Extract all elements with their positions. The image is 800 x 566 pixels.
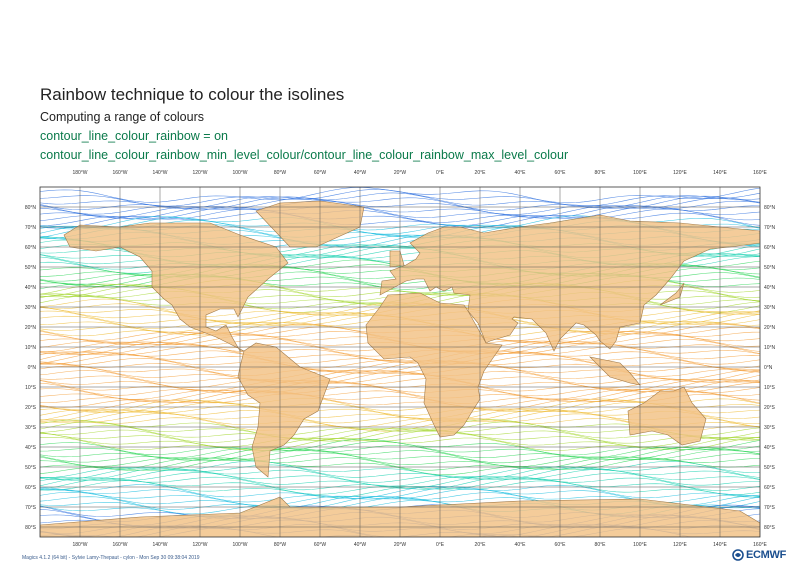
latitude-label-left: 40°S	[25, 445, 37, 451]
longitude-label: 40°E	[515, 170, 527, 176]
longitude-label: 100°E	[633, 170, 647, 176]
longitude-label: 140°W	[152, 170, 167, 176]
longitude-label: 20°E	[475, 542, 487, 548]
longitude-label: 180°W	[72, 542, 87, 548]
longitude-label: 80°W	[274, 542, 287, 548]
latitude-label-right: 40°N	[764, 285, 776, 291]
latitude-label-left: 40°N	[25, 285, 37, 291]
latitude-label-right: 10°N	[764, 345, 776, 351]
latitude-label-right: 0°N	[764, 365, 773, 371]
latitude-label-left: 60°S	[25, 485, 37, 491]
latitude-label-right: 70°S	[764, 505, 776, 511]
latitude-label-right: 10°S	[764, 385, 776, 391]
latitude-label-left: 80°N	[25, 205, 37, 211]
latitude-label-left: 60°N	[25, 245, 37, 251]
latitude-label-left: 80°S	[25, 525, 37, 531]
latitude-label-right: 30°S	[764, 425, 776, 431]
footer-caption: Magics 4.1.2 (64 bit) - Sylvie Lamy-Thep…	[22, 555, 200, 561]
longitude-label: 60°W	[314, 170, 327, 176]
longitude-label: 40°W	[354, 170, 367, 176]
latitude-label-right: 80°S	[764, 525, 776, 531]
latitude-label-left: 50°S	[25, 465, 37, 471]
latitude-label-left: 20°N	[25, 325, 37, 331]
longitude-label: 140°E	[713, 170, 727, 176]
latitude-label-left: 10°S	[25, 385, 37, 391]
latitude-label-right: 20°N	[764, 325, 776, 331]
longitude-label: 80°E	[595, 170, 607, 176]
ecmwf-logo-text: ECMWF	[745, 549, 786, 561]
map-title: Rainbow technique to colour the isolines	[40, 85, 345, 104]
latitude-label-left: 20°S	[25, 405, 37, 411]
longitude-label: 140°W	[152, 542, 167, 548]
latitude-label-left: 30°N	[25, 305, 37, 311]
longitude-label: 20°W	[394, 542, 407, 548]
longitude-label: 160°W	[112, 170, 127, 176]
latitude-label-right: 30°N	[764, 305, 776, 311]
latitude-label-right: 70°N	[764, 225, 776, 231]
label-layer: 180°W 180°W 160°W 160°W 140°W 140°W 120°W 120°W…	[25, 170, 776, 548]
longitude-label: 60°E	[555, 170, 567, 176]
parameter-line-1: contour_line_colour_rainbow = on	[40, 129, 228, 143]
longitude-label: 80°E	[595, 542, 607, 548]
latitude-label-right: 60°N	[764, 245, 776, 251]
longitude-label: 40°E	[515, 542, 527, 548]
longitude-label: 40°W	[354, 542, 367, 548]
longitude-label: 0°E	[436, 542, 445, 548]
longitude-label: 120°W	[192, 170, 207, 176]
grid-layer	[40, 187, 760, 537]
longitude-label: 100°W	[232, 542, 247, 548]
longitude-label: 180°W	[72, 170, 87, 176]
latitude-label-right: 50°N	[764, 265, 776, 271]
ecmwf-swirl-icon	[732, 549, 744, 561]
latitude-label-left: 50°N	[25, 265, 37, 271]
longitude-label: 120°W	[192, 542, 207, 548]
landmass	[237, 342, 331, 478]
latitude-label-left: 70°N	[25, 225, 37, 231]
longitude-label: 160°W	[112, 542, 127, 548]
latitude-label-right: 50°S	[764, 465, 776, 471]
longitude-label: 100°W	[232, 170, 247, 176]
longitude-label: 120°E	[673, 542, 687, 548]
map-frame	[39, 186, 761, 538]
longitude-label: 160°E	[753, 542, 767, 548]
longitude-label: 160°E	[753, 170, 767, 176]
latitude-label-left: 30°S	[25, 425, 37, 431]
latitude-label-left: 0°N	[28, 365, 37, 371]
landmass	[255, 200, 365, 248]
map-subtitle: Computing a range of colours	[40, 110, 204, 124]
landmass	[659, 282, 685, 306]
latitude-label-right: 60°S	[764, 485, 776, 491]
longitude-label: 60°W	[314, 542, 327, 548]
landmass	[627, 386, 707, 446]
longitude-label: 20°W	[394, 170, 407, 176]
longitude-label: 20°E	[475, 170, 487, 176]
longitude-label: 120°E	[673, 170, 687, 176]
parameter-line-2: contour_line_colour_rainbow_min_level_co…	[40, 148, 569, 162]
ecmwf-logo: ECMWF	[732, 549, 786, 561]
latitude-label-right: 40°S	[764, 445, 776, 451]
latitude-label-right: 20°S	[764, 405, 776, 411]
longitude-label: 60°E	[555, 542, 567, 548]
longitude-label: 0°E	[436, 170, 445, 176]
longitude-label: 100°E	[633, 542, 647, 548]
longitude-label: 140°E	[713, 542, 727, 548]
latitude-label-left: 70°S	[25, 505, 37, 511]
latitude-label-right: 80°N	[764, 205, 776, 211]
latitude-label-left: 10°N	[25, 345, 37, 351]
longitude-label: 80°W	[274, 170, 287, 176]
